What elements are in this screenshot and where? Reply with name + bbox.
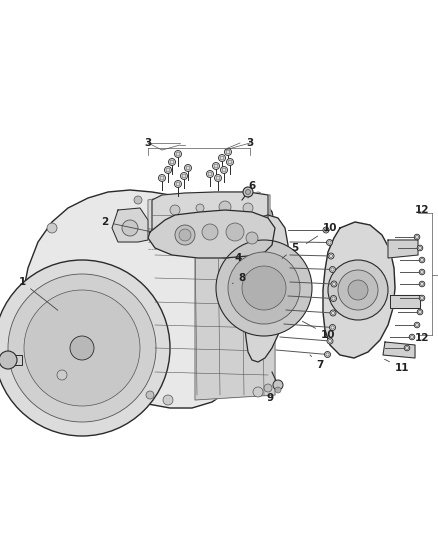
Circle shape (184, 165, 191, 172)
Circle shape (246, 190, 251, 195)
Text: 11: 11 (385, 359, 409, 373)
Polygon shape (22, 190, 275, 408)
Circle shape (122, 220, 138, 236)
Circle shape (202, 224, 218, 240)
Text: 4: 4 (223, 253, 242, 263)
Circle shape (243, 187, 253, 197)
Circle shape (273, 380, 283, 390)
Circle shape (220, 166, 227, 174)
Text: 3: 3 (246, 138, 254, 148)
Circle shape (419, 295, 425, 301)
Polygon shape (148, 210, 275, 258)
Circle shape (70, 336, 94, 360)
Circle shape (409, 334, 415, 340)
Text: 9: 9 (266, 388, 278, 403)
Polygon shape (195, 225, 275, 400)
Circle shape (414, 234, 420, 240)
Circle shape (179, 229, 191, 241)
Text: 10: 10 (303, 321, 335, 340)
Text: 12: 12 (415, 333, 429, 343)
Circle shape (165, 166, 172, 174)
Circle shape (254, 192, 262, 200)
Circle shape (328, 253, 334, 259)
Polygon shape (383, 342, 415, 358)
Circle shape (24, 290, 140, 406)
Text: 2: 2 (101, 217, 149, 231)
Polygon shape (388, 240, 418, 258)
Circle shape (219, 155, 226, 161)
Text: 3: 3 (145, 138, 152, 148)
Circle shape (169, 158, 176, 166)
Circle shape (225, 149, 232, 156)
Circle shape (206, 171, 213, 177)
Circle shape (419, 281, 425, 287)
Text: 7: 7 (310, 355, 324, 370)
Circle shape (327, 338, 333, 344)
Circle shape (57, 370, 67, 380)
Circle shape (47, 223, 57, 233)
Circle shape (329, 266, 336, 272)
Circle shape (216, 240, 312, 336)
Circle shape (196, 204, 204, 212)
Circle shape (8, 274, 156, 422)
Circle shape (174, 181, 181, 188)
Circle shape (146, 391, 154, 399)
Polygon shape (152, 192, 268, 230)
Circle shape (331, 281, 337, 287)
Text: 1: 1 (18, 277, 58, 310)
Circle shape (174, 150, 181, 157)
Circle shape (328, 260, 388, 320)
Circle shape (226, 223, 244, 241)
Circle shape (331, 295, 336, 302)
Circle shape (417, 245, 423, 251)
Circle shape (417, 309, 423, 315)
Text: 10: 10 (306, 223, 337, 244)
Circle shape (414, 322, 420, 328)
Polygon shape (390, 295, 420, 308)
Circle shape (338, 270, 378, 310)
Polygon shape (323, 222, 395, 358)
Circle shape (348, 280, 368, 300)
Circle shape (0, 351, 17, 369)
Circle shape (219, 201, 231, 213)
Circle shape (253, 387, 263, 397)
Circle shape (0, 260, 170, 436)
Text: 5: 5 (282, 243, 299, 259)
Polygon shape (112, 208, 148, 242)
Text: 6: 6 (248, 181, 256, 198)
Circle shape (170, 205, 180, 215)
Circle shape (175, 225, 195, 245)
Circle shape (134, 196, 142, 204)
Circle shape (323, 227, 329, 233)
Circle shape (228, 252, 300, 324)
Circle shape (419, 257, 425, 263)
Polygon shape (243, 215, 288, 362)
Polygon shape (148, 192, 270, 230)
Circle shape (326, 239, 332, 246)
Circle shape (275, 387, 281, 393)
Text: 8: 8 (233, 273, 246, 284)
Circle shape (419, 269, 425, 275)
Polygon shape (5, 355, 22, 365)
Circle shape (163, 395, 173, 405)
Circle shape (242, 266, 286, 310)
Circle shape (330, 310, 336, 316)
Circle shape (404, 345, 410, 351)
Circle shape (246, 232, 258, 244)
Circle shape (329, 325, 336, 330)
Circle shape (159, 174, 166, 182)
Circle shape (226, 158, 233, 166)
Circle shape (215, 174, 222, 182)
Circle shape (264, 384, 272, 392)
Text: 12: 12 (415, 205, 429, 215)
Circle shape (212, 163, 219, 169)
Circle shape (325, 351, 331, 358)
Circle shape (180, 173, 187, 180)
Circle shape (243, 203, 253, 213)
